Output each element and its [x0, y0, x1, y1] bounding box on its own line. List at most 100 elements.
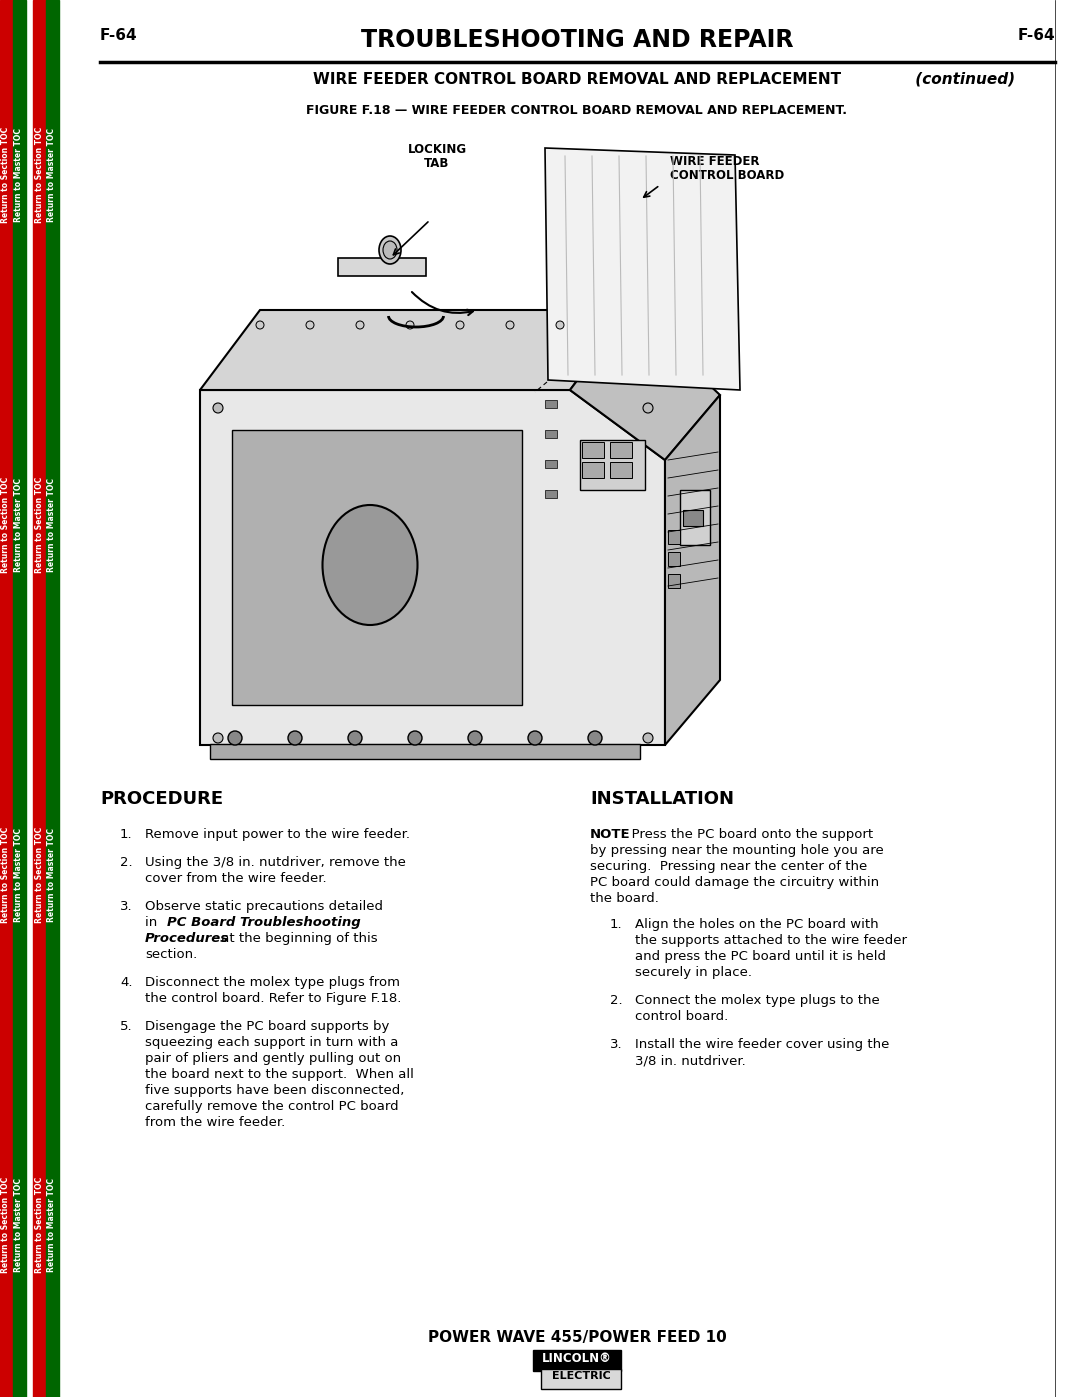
Text: 4.: 4.: [120, 977, 133, 989]
Text: carefully remove the control PC board: carefully remove the control PC board: [145, 1099, 399, 1113]
Polygon shape: [570, 310, 720, 460]
Text: squeezing each support in turn with a: squeezing each support in turn with a: [145, 1037, 399, 1049]
Text: Return to Master TOC: Return to Master TOC: [48, 828, 56, 922]
Text: CONTROL BOARD: CONTROL BOARD: [670, 169, 784, 182]
Text: the control board. Refer to Figure F.18.: the control board. Refer to Figure F.18.: [145, 992, 402, 1004]
Bar: [541, 1369, 621, 1389]
Circle shape: [408, 731, 422, 745]
Text: TROUBLESHOOTING AND REPAIR: TROUBLESHOOTING AND REPAIR: [361, 28, 793, 52]
Ellipse shape: [323, 504, 418, 624]
Text: cover from the wire feeder.: cover from the wire feeder.: [145, 872, 326, 886]
Text: F-64: F-64: [1017, 28, 1055, 43]
Text: Return to Section TOC: Return to Section TOC: [1, 476, 11, 573]
Circle shape: [507, 321, 514, 330]
Text: FIGURE F.18 — WIRE FEEDER CONTROL BOARD REMOVAL AND REPLACEMENT.: FIGURE F.18 — WIRE FEEDER CONTROL BOARD …: [307, 103, 848, 117]
Text: Disengage the PC board supports by: Disengage the PC board supports by: [145, 1020, 390, 1032]
Text: Return to Master TOC: Return to Master TOC: [14, 478, 24, 571]
Circle shape: [228, 731, 242, 745]
Circle shape: [406, 321, 414, 330]
Circle shape: [588, 731, 602, 745]
Bar: [582, 441, 604, 458]
Text: 1.: 1.: [120, 828, 133, 841]
Text: Remove input power to the wire feeder.: Remove input power to the wire feeder.: [145, 828, 410, 841]
Text: Return to Section TOC: Return to Section TOC: [35, 476, 43, 573]
Text: Return to Section TOC: Return to Section TOC: [1, 1176, 11, 1273]
Text: PROCEDURE: PROCEDURE: [100, 789, 224, 807]
Polygon shape: [200, 390, 665, 745]
Bar: [669, 529, 680, 543]
Bar: [210, 745, 640, 759]
Text: NOTE: NOTE: [590, 828, 631, 841]
Text: Connect the molex type plugs to the: Connect the molex type plugs to the: [635, 995, 880, 1007]
Text: LINCOLN®: LINCOLN®: [542, 1352, 612, 1365]
Text: the supports attached to the wire feeder: the supports attached to the wire feeder: [635, 935, 907, 947]
Text: WIRE FEEDER CONTROL BOARD REMOVAL AND REPLACEMENT: WIRE FEEDER CONTROL BOARD REMOVAL AND RE…: [313, 73, 841, 87]
Text: Return to Master TOC: Return to Master TOC: [48, 1178, 56, 1273]
Text: Procedures: Procedures: [145, 932, 229, 944]
Bar: [534, 1350, 621, 1370]
Ellipse shape: [383, 242, 397, 258]
Text: Disconnect the molex type plugs from: Disconnect the molex type plugs from: [145, 977, 400, 989]
Text: Return to Master TOC: Return to Master TOC: [14, 1178, 24, 1273]
Text: 3.: 3.: [120, 900, 133, 914]
Text: Return to Master TOC: Return to Master TOC: [48, 478, 56, 571]
Bar: [13, 0, 26, 1397]
Circle shape: [288, 731, 302, 745]
Text: securing.  Pressing near the center of the: securing. Pressing near the center of th…: [590, 861, 867, 873]
Text: and press the PC board until it is held: and press the PC board until it is held: [635, 950, 886, 963]
Bar: [0, 0, 13, 1397]
Text: in: in: [145, 916, 165, 929]
Polygon shape: [200, 310, 630, 390]
Bar: [232, 430, 522, 705]
Circle shape: [556, 321, 564, 330]
Text: Using the 3/8 in. nutdriver, remove the: Using the 3/8 in. nutdriver, remove the: [145, 856, 406, 869]
Text: from the wire feeder.: from the wire feeder.: [145, 1116, 285, 1129]
Text: Return to Section TOC: Return to Section TOC: [1, 127, 11, 224]
Ellipse shape: [379, 236, 401, 264]
Text: WIRE FEEDER: WIRE FEEDER: [670, 155, 759, 168]
Text: control board.: control board.: [635, 1010, 728, 1023]
Text: 3/8 in. nutdriver.: 3/8 in. nutdriver.: [635, 1053, 746, 1067]
Text: : Press the PC board onto the support: : Press the PC board onto the support: [623, 828, 873, 841]
Circle shape: [213, 402, 222, 414]
Text: Return to Section TOC: Return to Section TOC: [35, 127, 43, 224]
Bar: [545, 430, 557, 439]
Text: 2.: 2.: [120, 856, 133, 869]
Circle shape: [213, 733, 222, 743]
Text: by pressing near the mounting hole you are: by pressing near the mounting hole you a…: [590, 844, 883, 856]
Bar: [680, 490, 710, 545]
Polygon shape: [665, 395, 720, 745]
Text: Return to Section TOC: Return to Section TOC: [1, 827, 11, 923]
Text: Observe static precautions detailed: Observe static precautions detailed: [145, 900, 383, 914]
Circle shape: [348, 731, 362, 745]
Bar: [46, 0, 59, 1397]
Polygon shape: [545, 148, 740, 390]
Text: the board next to the support.  When all: the board next to the support. When all: [145, 1067, 414, 1081]
Bar: [338, 258, 426, 277]
Text: Install the wire feeder cover using the: Install the wire feeder cover using the: [635, 1038, 889, 1051]
Circle shape: [306, 321, 314, 330]
Text: pair of pliers and gently pulling out on: pair of pliers and gently pulling out on: [145, 1052, 401, 1065]
Bar: [580, 440, 645, 490]
Text: PC Board Troubleshooting: PC Board Troubleshooting: [167, 916, 361, 929]
Circle shape: [528, 731, 542, 745]
Text: Return to Master TOC: Return to Master TOC: [14, 828, 24, 922]
Circle shape: [468, 731, 482, 745]
Bar: [669, 552, 680, 566]
Bar: [683, 510, 703, 527]
Text: Return to Master TOC: Return to Master TOC: [14, 129, 24, 222]
Bar: [582, 462, 604, 478]
Bar: [610, 441, 632, 458]
Text: section.: section.: [145, 949, 198, 961]
Circle shape: [643, 402, 653, 414]
Text: Return to Section TOC: Return to Section TOC: [35, 1176, 43, 1273]
Circle shape: [643, 733, 653, 743]
Bar: [33, 0, 46, 1397]
Bar: [545, 490, 557, 497]
Text: ELECTRIC: ELECTRIC: [552, 1370, 610, 1382]
Circle shape: [456, 321, 464, 330]
Text: Return to Master TOC: Return to Master TOC: [48, 129, 56, 222]
Text: POWER WAVE 455/POWER FEED 10: POWER WAVE 455/POWER FEED 10: [428, 1330, 727, 1345]
Text: 5.: 5.: [120, 1020, 133, 1032]
Bar: [610, 462, 632, 478]
